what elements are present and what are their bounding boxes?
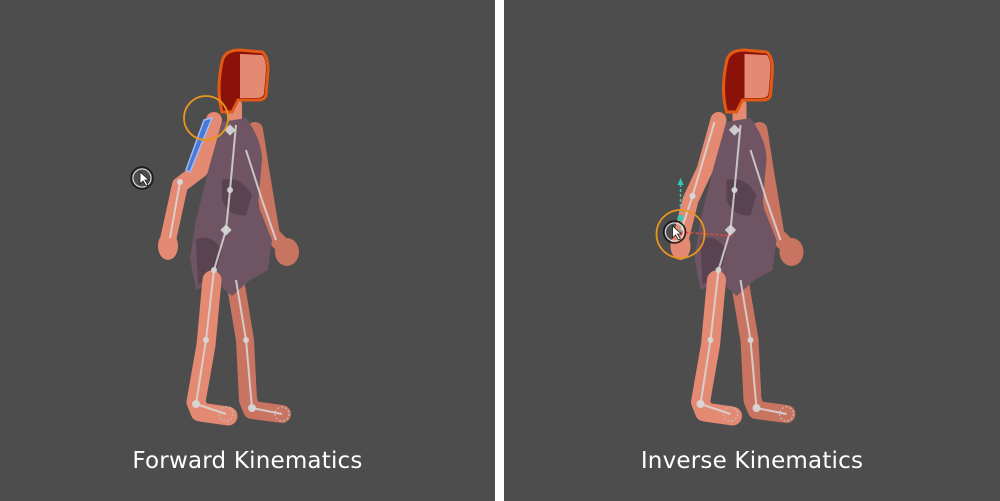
ik-target-icon[interactable] [655,178,733,259]
selected-bone-icon[interactable] [185,116,214,174]
inverse-kinematics-panel: Inverse Kinematics [504,0,1000,501]
cursor-icon [662,220,687,244]
panel-divider [495,0,504,501]
forward-kinematics-panel: Forward Kinematics [0,0,495,501]
ik-character [655,0,1000,501]
cursor-icon [130,166,154,190]
fk-character [130,0,495,501]
rotation-gizmo-icon[interactable] [183,95,229,141]
panel-caption-inverse: Inverse Kinematics [640,448,864,474]
panel-caption-forward: Forward Kinematics [132,448,363,474]
